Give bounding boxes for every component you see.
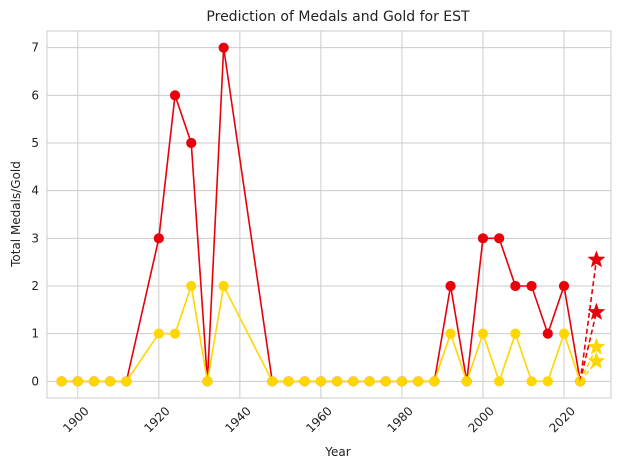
data-point: [186, 137, 197, 149]
y-tick-label: 3: [31, 231, 39, 245]
y-axis-label: Total Medals/Gold: [9, 161, 23, 268]
x-tick-label: 1920: [141, 404, 172, 435]
data-point: [56, 376, 67, 387]
prediction-line: [579, 360, 598, 382]
data-point: [153, 328, 164, 339]
y-tick-label: 7: [31, 41, 39, 55]
data-point: [542, 328, 553, 339]
data-point: [153, 233, 164, 244]
y-tick-label: 1: [31, 327, 39, 341]
prediction-star: [587, 250, 606, 268]
data-point: [413, 376, 424, 387]
x-tick-label: 2020: [547, 404, 578, 435]
x-axis-label: Year: [324, 445, 350, 459]
data-point: [510, 328, 521, 339]
prediction-line: [579, 346, 598, 382]
prediction-line: [579, 259, 598, 382]
data-point: [218, 280, 229, 292]
y-tick-label: 5: [31, 136, 39, 150]
data-point: [315, 376, 326, 387]
prediction-star: [587, 337, 606, 355]
data-point: [267, 376, 278, 387]
data-point: [121, 376, 132, 387]
data-point: [526, 280, 537, 292]
data-point: [186, 280, 197, 292]
plot-area: [47, 31, 611, 398]
data-point: [72, 376, 83, 387]
data-point: [429, 376, 440, 387]
data-point: [558, 280, 570, 292]
y-tick-label: 4: [31, 184, 39, 198]
data-point: [348, 376, 359, 387]
data-point: [88, 376, 100, 387]
prediction-star: [587, 351, 606, 369]
data-point: [105, 376, 116, 387]
y-tick-label: 0: [31, 374, 39, 388]
x-tick-label: 1980: [384, 404, 415, 435]
data-point: [299, 376, 310, 387]
data-point: [477, 233, 489, 244]
data-point: [445, 280, 456, 292]
data-point: [461, 376, 472, 387]
data-point: [202, 376, 213, 387]
x-tick-label: 1900: [60, 404, 91, 435]
data-point: [332, 376, 343, 387]
chart-title: Prediction of Medals and Gold for EST: [206, 9, 470, 25]
y-tick-label: 6: [31, 88, 39, 102]
data-point: [494, 233, 505, 244]
data-point: [494, 376, 505, 387]
data-point: [477, 328, 489, 339]
prediction-star: [587, 302, 606, 320]
data-point: [169, 90, 181, 101]
x-tick-label: 1960: [303, 404, 334, 435]
x-tick-label: 1940: [222, 404, 253, 435]
data-point: [445, 328, 456, 339]
plot-frame: [46, 30, 612, 399]
data-point: [558, 328, 570, 339]
data-point: [364, 376, 375, 387]
data-point: [169, 328, 181, 339]
data-point: [542, 376, 553, 387]
data-point: [396, 376, 408, 387]
data-point: [218, 42, 229, 53]
prediction-line: [579, 312, 598, 382]
series-line: [61, 283, 581, 384]
data-point: [526, 376, 537, 387]
x-tick-label: 2000: [465, 404, 496, 435]
data-point: [510, 280, 521, 292]
data-point: [380, 376, 391, 387]
data-point: [283, 376, 294, 387]
y-tick-label: 2: [31, 279, 39, 293]
